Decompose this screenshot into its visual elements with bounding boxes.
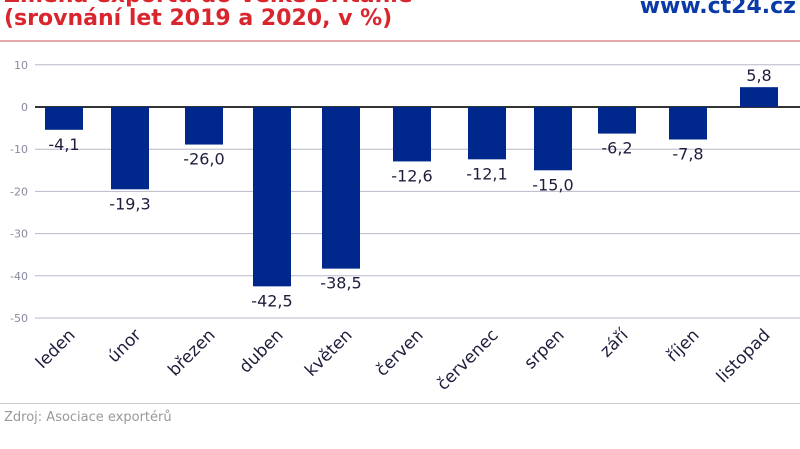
y-tick-label: -30 <box>10 228 28 241</box>
data-label: -15,0 <box>532 175 573 194</box>
data-label: -12,1 <box>466 164 507 183</box>
brand-link[interactable]: www.ct24.cz <box>639 0 796 19</box>
y-tick-label: -20 <box>10 185 28 198</box>
x-tick-label: červen <box>372 325 427 380</box>
x-tick-label: červenec <box>433 325 502 394</box>
chart-title-line1: Změna exportu do Velké Británie <box>4 0 413 8</box>
header-divider <box>0 40 800 42</box>
bar <box>534 107 572 171</box>
y-tick-label: 0 <box>21 101 28 114</box>
y-tick-label: 10 <box>14 59 28 72</box>
x-tick-label: říjen <box>663 325 704 366</box>
data-label: -38,5 <box>320 274 361 293</box>
bar <box>598 107 636 134</box>
x-tick-label: květen <box>301 325 356 380</box>
bar <box>740 87 778 107</box>
data-label: 5,8 <box>746 66 771 85</box>
bar <box>393 107 431 162</box>
x-tick-label: březen <box>164 325 219 380</box>
bar <box>669 107 707 140</box>
data-label: -7,8 <box>672 144 703 163</box>
data-label: -19,3 <box>109 194 150 213</box>
source-note: Zdroj: Asociace exportérů <box>4 410 172 425</box>
chart-title-line2: (srovnání let 2019 a 2020, v %) <box>4 6 393 31</box>
bar <box>253 107 291 287</box>
x-tick-label: srpen <box>521 325 569 373</box>
bar-chart: 10 0 -10 -20 -30 -40 -50 -4,1 leden -19,3 únor -26,… <box>10 59 800 395</box>
x-tick-label: únor <box>104 325 146 367</box>
y-tick-label: -10 <box>10 143 28 156</box>
y-tick-label: -40 <box>10 270 28 283</box>
data-label: -42,5 <box>251 291 292 310</box>
bar <box>322 107 360 269</box>
bar <box>111 107 149 190</box>
data-label: -4,1 <box>48 135 79 154</box>
y-tick-label: -50 <box>10 312 28 325</box>
bar <box>45 107 83 130</box>
bar <box>185 107 223 145</box>
data-label: -12,6 <box>391 166 432 185</box>
x-tick-label: září <box>596 324 633 361</box>
x-tick-label: duben <box>235 325 287 377</box>
data-label: -6,2 <box>601 139 632 158</box>
footer-divider <box>0 403 800 404</box>
data-label: -26,0 <box>183 150 224 169</box>
bar <box>468 107 506 160</box>
x-tick-label: listopad <box>713 325 775 387</box>
x-tick-label: leden <box>32 325 80 373</box>
